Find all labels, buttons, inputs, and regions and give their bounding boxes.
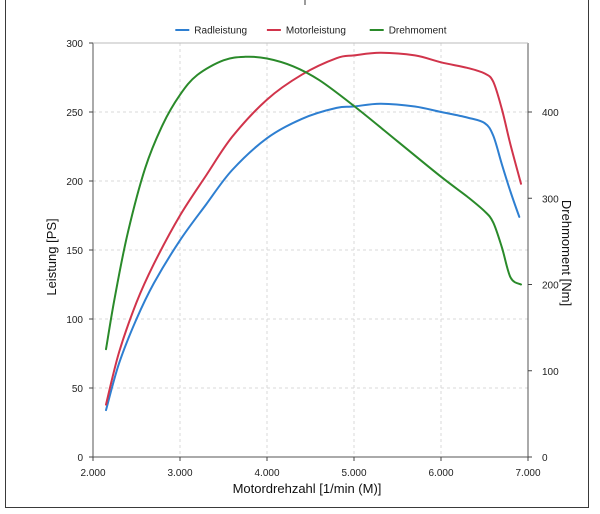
left-y-tick-label: 150 [66, 246, 83, 257]
chart-frame: 2.000 3.000 4.000 5.000 6.000 7.000 0 50 100 150 2… [5, 0, 589, 508]
legend-label-motorleistung: Motorleistung [286, 26, 346, 37]
series-line-drehmoment [105, 55, 522, 351]
dyno-chart: 2.000 3.000 4.000 5.000 6.000 7.0000501001502… [44, 0, 574, 496]
x-tick-label: 4.000 [254, 468, 279, 479]
right-y-tick-label: 100 [542, 367, 559, 378]
x-axis-label: Motordrehzahl [1/min (M)] [233, 481, 382, 496]
legend: Radleistung Motorleistung Drehmoment [175, 26, 447, 37]
right-y-tick-label: 200 [542, 281, 559, 292]
series-line-motorleistung [105, 51, 522, 406]
left-y-tick-label: 250 [66, 108, 83, 119]
left-y-tick-label: 100 [66, 315, 83, 326]
left-y-tick-label: 0 [77, 453, 83, 464]
left-y-tick-label: 300 [66, 39, 83, 50]
x-tick-label: 5.000 [341, 468, 366, 479]
right-y-tick-label: 300 [542, 194, 559, 205]
legend-label-drehmoment: Drehmoment [389, 26, 447, 37]
left-y-tick-label: 50 [72, 384, 84, 395]
x-tick-label: 3.000 [167, 468, 192, 479]
series-line-radleistung [105, 102, 521, 412]
left-y-tick-label: 200 [66, 177, 83, 188]
right-y-axis-label: Drehmoment [Nm] [559, 200, 574, 306]
x-tick-label: 7.000 [515, 468, 540, 479]
left-y-axis-label: Leistung [PS] [44, 218, 59, 295]
x-tick-label: 6.000 [428, 468, 453, 479]
right-y-tick-label: 400 [542, 108, 559, 119]
x-tick-label: 2.000 [80, 468, 105, 479]
right-y-tick-label: 0 [542, 453, 548, 464]
legend-label-radleistung: Radleistung [194, 26, 247, 37]
